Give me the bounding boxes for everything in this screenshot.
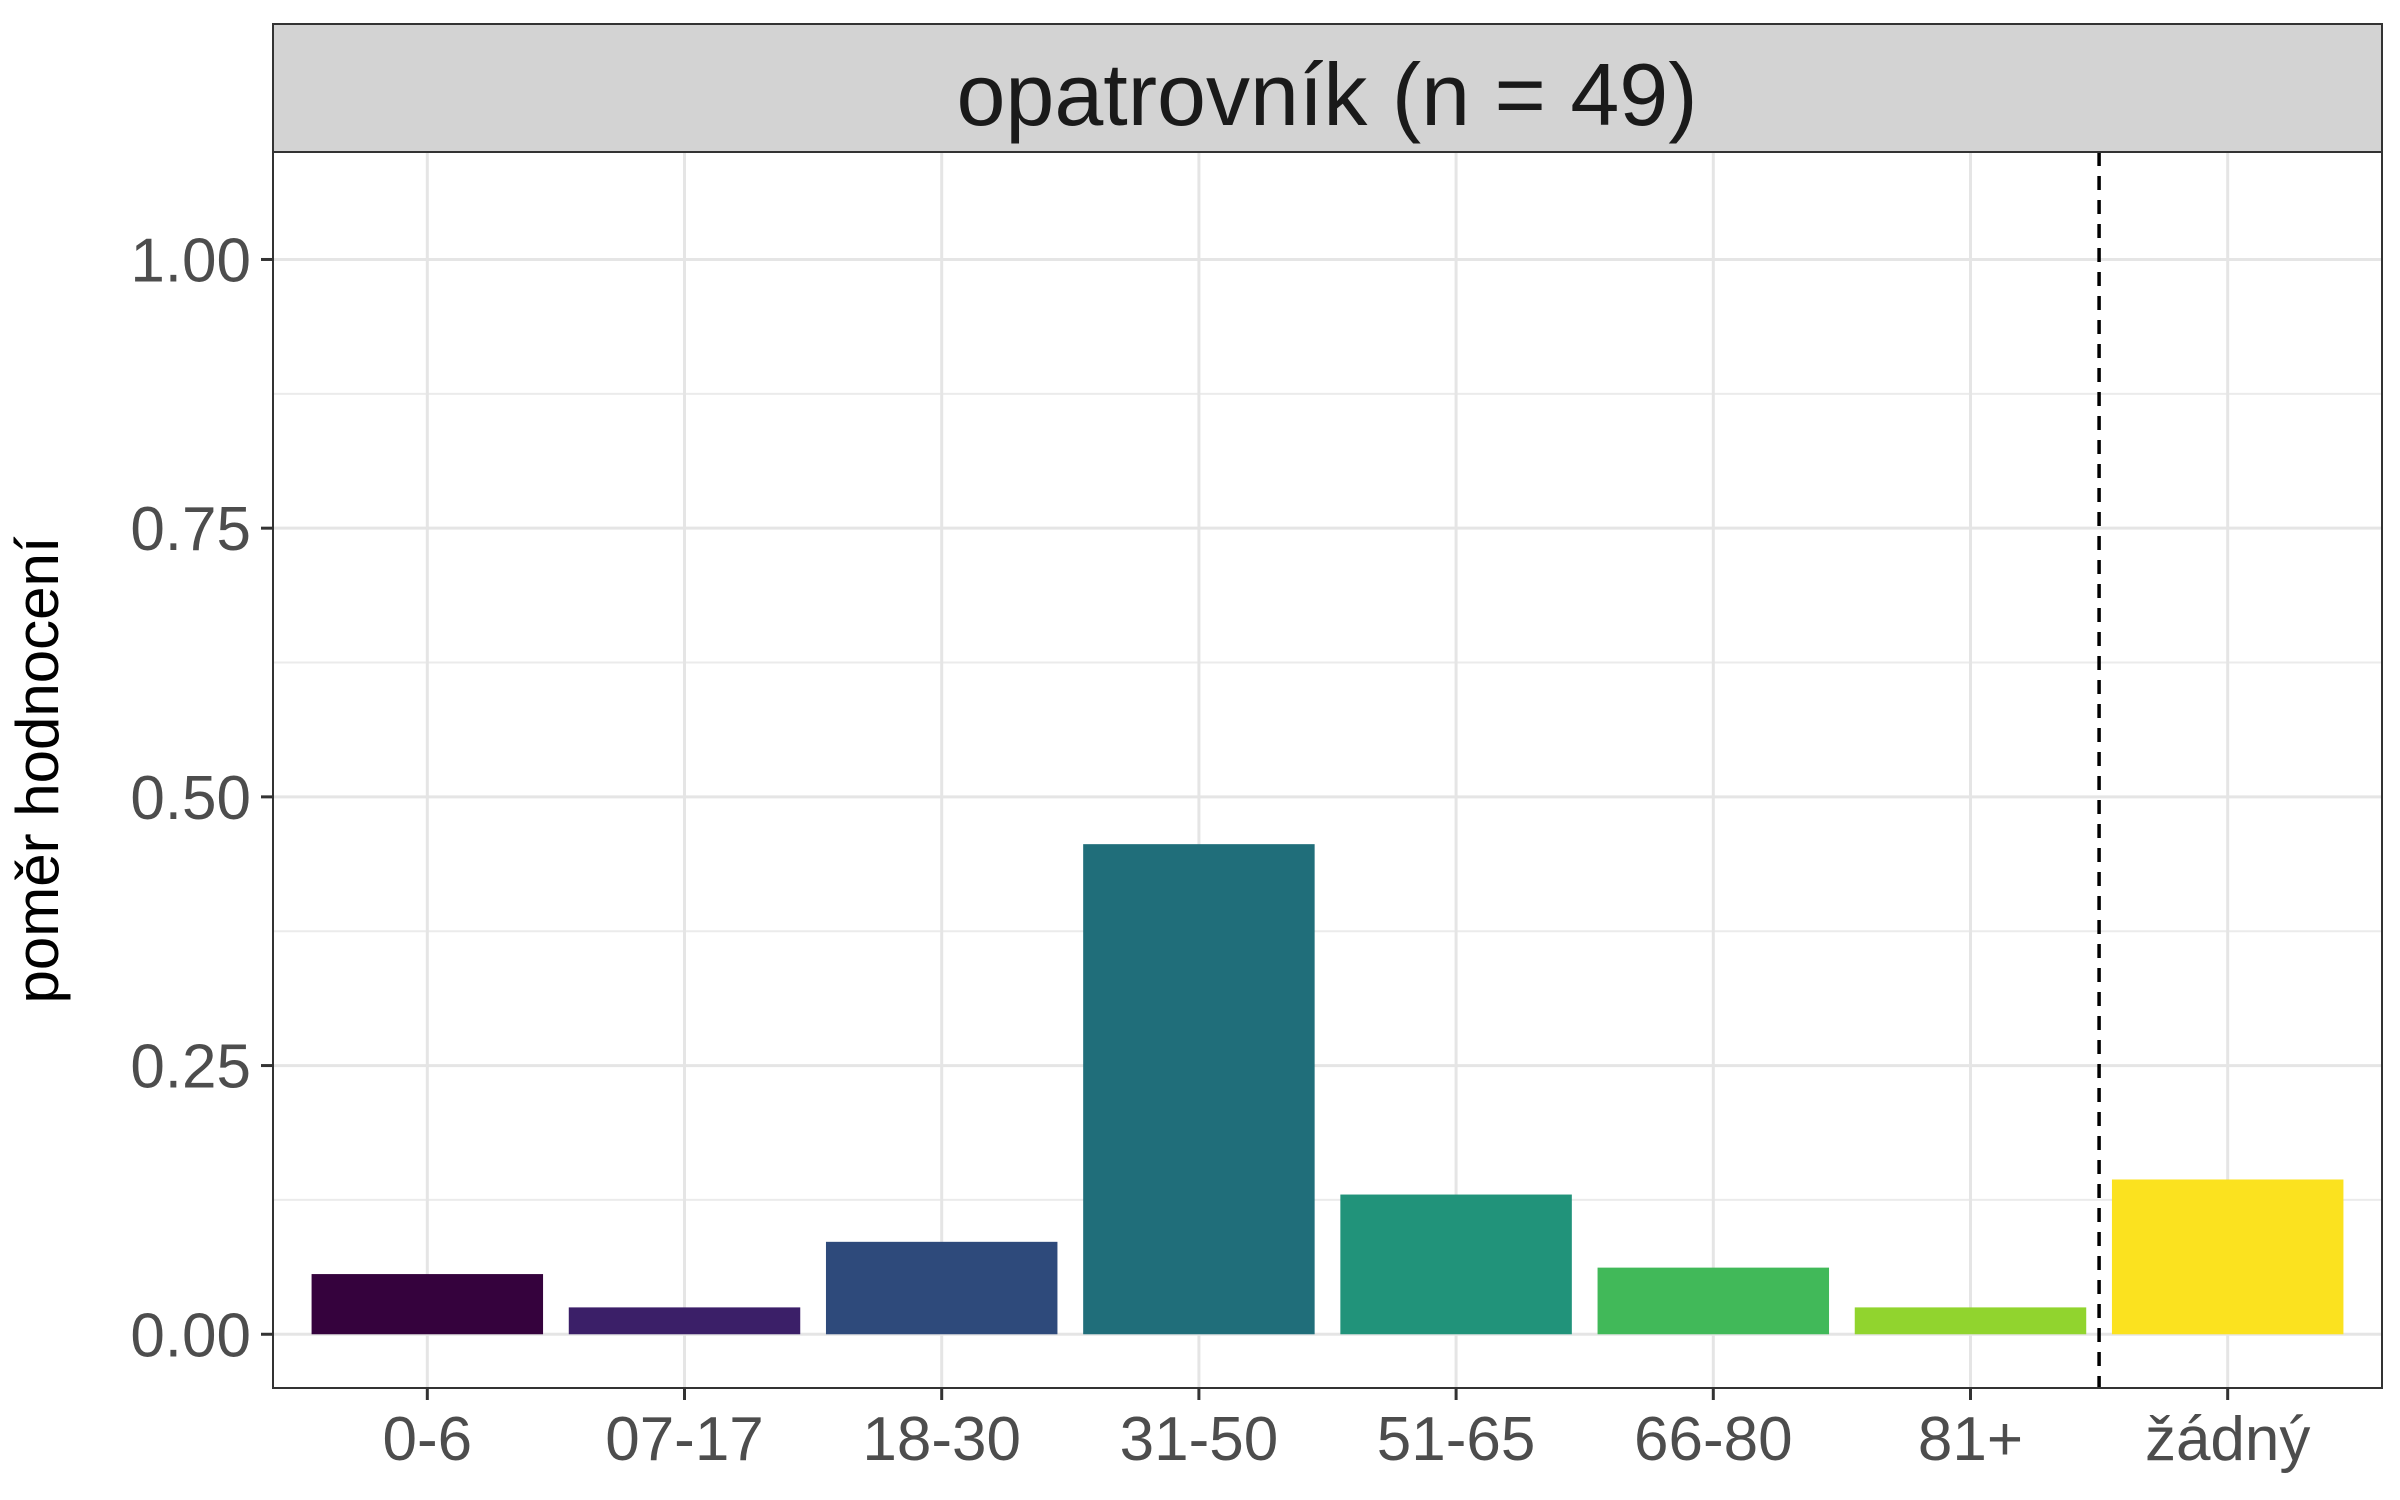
plot-panel xyxy=(273,152,2382,1388)
bar-0-6 xyxy=(311,1274,544,1335)
bars xyxy=(311,844,2344,1335)
y-tick-label: 0.25 xyxy=(130,1033,251,1102)
panel-border xyxy=(272,151,2383,1389)
x-tick-label: 0-6 xyxy=(383,1405,473,1474)
x-tick-label: 51-65 xyxy=(1377,1405,1536,1474)
y-tick-label: 0.50 xyxy=(130,764,251,833)
facet-strip xyxy=(272,23,2383,153)
y-axis-title: poměr hodnocení xyxy=(4,536,71,1003)
bar-07-17 xyxy=(568,1307,801,1335)
facet-title: opatrovník (n = 49) xyxy=(956,45,1697,144)
x-tick-label: 81+ xyxy=(1918,1405,2023,1474)
y-tick-label: 0.75 xyxy=(130,495,251,564)
bar-žádný xyxy=(2111,1179,2344,1335)
bar-81+ xyxy=(1854,1307,2087,1335)
x-tick-label: 31-50 xyxy=(1120,1405,1279,1474)
x-tick-label: 07-17 xyxy=(605,1405,764,1474)
y-tick-label: 1.00 xyxy=(130,226,251,295)
x-tick-label: 18-30 xyxy=(862,1405,1021,1474)
bar-51-65 xyxy=(1340,1194,1572,1335)
y-axis: 0.00 0.25 0.50 0.75 1.00 xyxy=(130,226,273,1370)
x-tick-label: 66-80 xyxy=(1634,1405,1793,1474)
x-tick-label: žádný xyxy=(2145,1405,2310,1474)
y-tick-label: 0.00 xyxy=(130,1301,251,1370)
grid-lines xyxy=(273,152,2382,1388)
x-axis: 0-6 07-17 18-30 31-50 51-65 66-80 81+ žádný xyxy=(383,1388,2310,1474)
bar-31-50 xyxy=(1083,844,1315,1335)
bar-18-30 xyxy=(825,1241,1058,1335)
bar-66-80 xyxy=(1597,1267,1830,1335)
